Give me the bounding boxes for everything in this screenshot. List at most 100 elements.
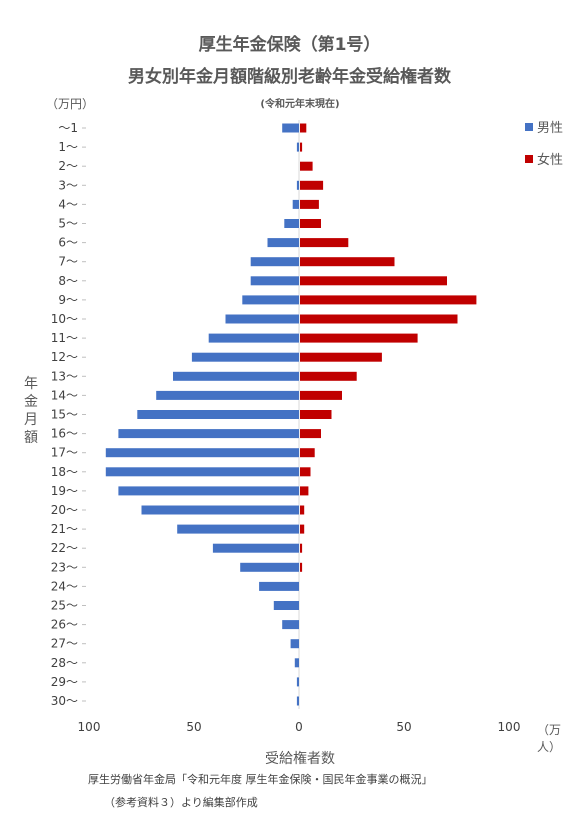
bar-male xyxy=(240,562,299,572)
x-tick-label: 50 xyxy=(396,720,411,734)
y-tick-label: 19～ xyxy=(51,484,78,498)
y-tick-label: 9～ xyxy=(58,293,78,307)
y-tick-label: 10～ xyxy=(51,312,78,326)
bar-male xyxy=(173,371,299,381)
y-tick-label: 30～ xyxy=(51,694,78,708)
bar-male xyxy=(141,505,299,515)
bar-female xyxy=(300,371,357,381)
y-tick-label: 21～ xyxy=(51,522,78,536)
bar-female xyxy=(300,505,305,515)
bar-female xyxy=(300,333,418,343)
bar-female xyxy=(300,486,309,496)
y-tick-label: 3～ xyxy=(58,178,78,192)
y-tick-label: 15～ xyxy=(51,408,78,422)
bar-male xyxy=(267,238,299,248)
bar-female xyxy=(300,314,458,324)
bar-male xyxy=(118,486,300,496)
bar-male xyxy=(296,180,299,190)
bar-male xyxy=(177,524,299,534)
y-tick-label: 24～ xyxy=(51,579,78,593)
bar-male xyxy=(105,448,299,458)
bar-male xyxy=(242,295,299,305)
y-tick-label: 18～ xyxy=(51,465,78,479)
legend-female: 女性 xyxy=(525,149,563,168)
bar-male xyxy=(137,410,299,419)
bar-male xyxy=(250,257,299,267)
y-tick-label: 6～ xyxy=(58,236,78,250)
bar-male xyxy=(282,620,299,630)
chart-title-line1: 厚生年金保険（第1号） xyxy=(198,35,381,55)
bar-female xyxy=(300,199,319,209)
y-tick-label: 28～ xyxy=(51,656,78,670)
bar-female xyxy=(300,238,349,248)
y-tick-label: 17～ xyxy=(51,446,78,460)
y-tick-label: 1～ xyxy=(58,140,78,154)
x-unit-label: （万人） xyxy=(537,723,562,754)
bar-female xyxy=(300,142,303,152)
legend-female-label: 女性 xyxy=(537,153,564,168)
bar-male xyxy=(284,219,299,228)
legend-female-swatch xyxy=(525,155,533,163)
bar-female xyxy=(300,276,447,286)
bar-female xyxy=(300,543,303,553)
y-tick-label: 8～ xyxy=(58,274,78,288)
bar-male xyxy=(296,696,299,706)
y-tick-label: 5～ xyxy=(58,217,78,231)
y-tick-label: 14～ xyxy=(51,388,78,402)
bar-female xyxy=(300,467,311,477)
bar-female xyxy=(300,180,324,190)
x-tick-label: 100 xyxy=(498,720,521,734)
x-tick-label: 0 xyxy=(295,720,303,734)
bar-female xyxy=(300,390,342,400)
y-tick-label: 27～ xyxy=(51,637,78,651)
bar-female xyxy=(300,524,305,534)
x-tick-label: 100 xyxy=(78,720,101,734)
y-tick-label: 7～ xyxy=(58,255,78,269)
y-tick-label: 4～ xyxy=(58,197,78,211)
bar-male xyxy=(225,314,299,324)
bar-male xyxy=(290,639,299,649)
bar-male xyxy=(273,601,299,610)
bar-male xyxy=(156,390,299,400)
y-axis-title: 年金月額 xyxy=(24,376,38,446)
bar-male xyxy=(105,467,299,477)
bar-female xyxy=(300,257,395,267)
bar-female xyxy=(300,161,313,171)
bar-male xyxy=(259,581,299,591)
y-tick-label: 20～ xyxy=(51,503,78,517)
bar-female xyxy=(300,410,332,419)
x-axis-title: 受給権者数 xyxy=(265,751,335,767)
x-tick-label: 50 xyxy=(186,720,201,734)
y-unit-label: （万円） xyxy=(46,97,95,111)
bar-male xyxy=(191,352,299,362)
y-tick-label: 29～ xyxy=(51,675,78,689)
y-tick-label: 26～ xyxy=(51,618,78,632)
chart-subtitle: (令和元年末現在) xyxy=(260,99,340,110)
source-note-line1: 厚生労働省年金局「令和元年度 厚生年金保険・国民年金事業の概況」 xyxy=(88,773,433,786)
bar-male xyxy=(294,658,299,668)
bar-male xyxy=(292,199,299,209)
y-tick-label: 25～ xyxy=(51,599,78,613)
y-tick-label: 2～ xyxy=(58,159,78,173)
y-tick-label: ～1 xyxy=(58,121,78,135)
y-tick-label: 22～ xyxy=(51,541,78,555)
bar-female xyxy=(300,352,382,362)
legend-male-label: 男性 xyxy=(537,121,564,136)
bar-male xyxy=(212,543,299,553)
bar-female xyxy=(300,562,303,572)
bar-male xyxy=(296,677,299,687)
bar-female xyxy=(300,219,321,228)
bar-female xyxy=(300,295,477,305)
y-tick-label: 16～ xyxy=(51,427,78,441)
y-tick-label: 12～ xyxy=(51,350,78,364)
y-tick-label: 11～ xyxy=(51,331,78,345)
source-note-line2: （参考資料３）より編集部作成 xyxy=(104,796,258,809)
bar-female xyxy=(300,448,315,458)
bar-male xyxy=(208,333,299,343)
bar-male xyxy=(282,123,299,133)
legend-male: 男性 xyxy=(525,117,563,136)
chart-title-line2: 男女別年金月額階級別老齢年金受給権者数 xyxy=(128,67,451,87)
bar-male xyxy=(118,429,300,439)
bar-male xyxy=(296,142,299,152)
